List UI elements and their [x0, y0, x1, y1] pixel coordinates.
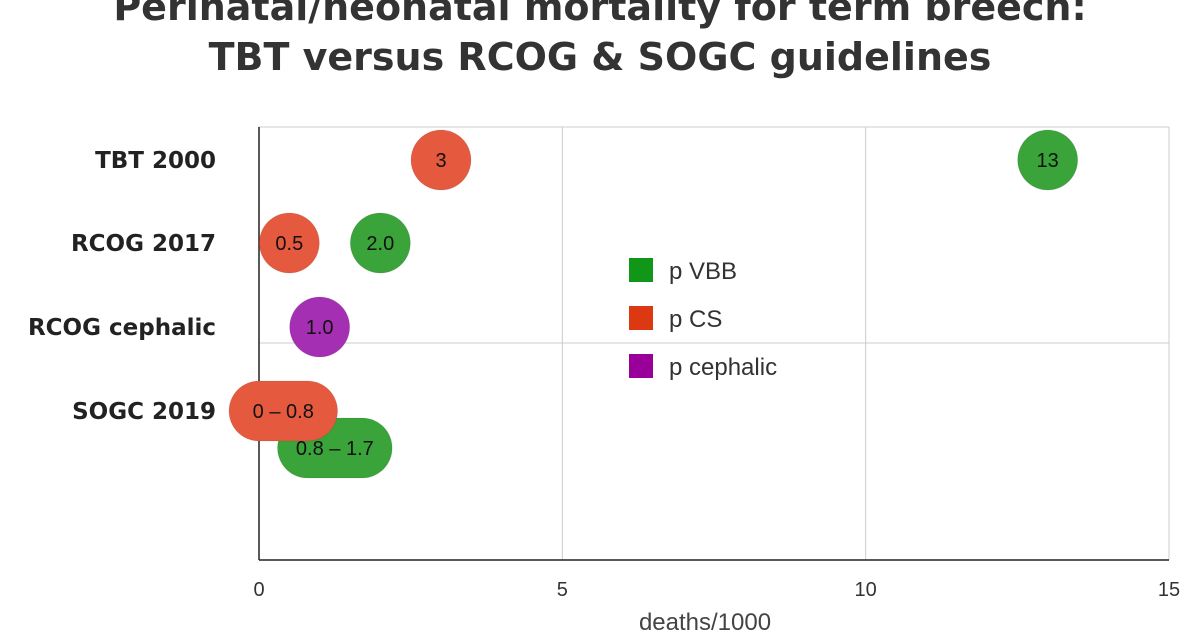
x-axis-title: deaths/1000 — [639, 609, 771, 630]
point-bubble — [1017, 129, 1079, 191]
x-tick-label: 15 — [1158, 579, 1180, 601]
category-label: RCOG 2017 — [71, 231, 216, 257]
bubble-p-vbb: 13 — [1017, 129, 1079, 191]
legend-swatch — [629, 354, 653, 378]
bubbles: 13 2.0 0.8 – 1.7 3 0.5 0 – 0.8 1.0 — [228, 129, 1079, 479]
chart-title-line-2: TBT versus RCOG & SOGC guidelines — [208, 35, 992, 79]
bubble-label: 2.0 — [366, 233, 394, 255]
x-tick-labels: 0 5 10 15 — [253, 579, 1180, 601]
grid-layer — [259, 126, 1170, 560]
point-bubble — [289, 296, 351, 358]
legend-swatch — [629, 258, 653, 282]
bubble-label: 1.0 — [306, 317, 334, 339]
bubble-label: 0.5 — [275, 233, 303, 255]
category-label: SOGC 2019 — [72, 399, 216, 425]
chart-title-line-1: Perinatal/neonatal mortality for term br… — [113, 0, 1087, 29]
legend-label: p VBB — [669, 258, 737, 285]
bubble-p-vbb: 2.0 — [349, 212, 411, 274]
range-bubble — [228, 380, 339, 442]
x-tick-label: 10 — [855, 579, 877, 601]
bubble-label: 13 — [1037, 150, 1059, 172]
chart-title: Perinatal/neonatal mortality for term br… — [0, 0, 1200, 82]
bubble-p-cephalic: 1.0 — [289, 296, 351, 358]
x-tick-label: 0 — [253, 579, 264, 601]
bubble-label: 0.8 – 1.7 — [296, 438, 374, 460]
legend-swatch — [629, 306, 653, 330]
category-labels: TBT 2000 RCOG 2017 RCOG cephalic SOGC 2019 — [28, 148, 216, 425]
axis-layer — [258, 127, 1169, 561]
x-tick-label: 5 — [557, 579, 568, 601]
bubble-label: 3 — [435, 150, 446, 172]
legend-label: p CS — [669, 306, 722, 333]
point-bubble — [258, 212, 320, 274]
bubble-p-cs: 3 — [410, 129, 472, 191]
point-bubble — [349, 212, 411, 274]
point-bubble — [410, 129, 472, 191]
category-label: RCOG cephalic — [28, 315, 216, 341]
bubble-p-cs: 0.5 — [258, 212, 320, 274]
legend: p VBB p CS p cephalic — [629, 258, 777, 381]
category-label: TBT 2000 — [95, 148, 216, 174]
bubble-p-cs: 0 – 0.8 — [228, 380, 339, 442]
legend-label: p cephalic — [669, 354, 777, 381]
bubble-label: 0 – 0.8 — [253, 401, 314, 423]
